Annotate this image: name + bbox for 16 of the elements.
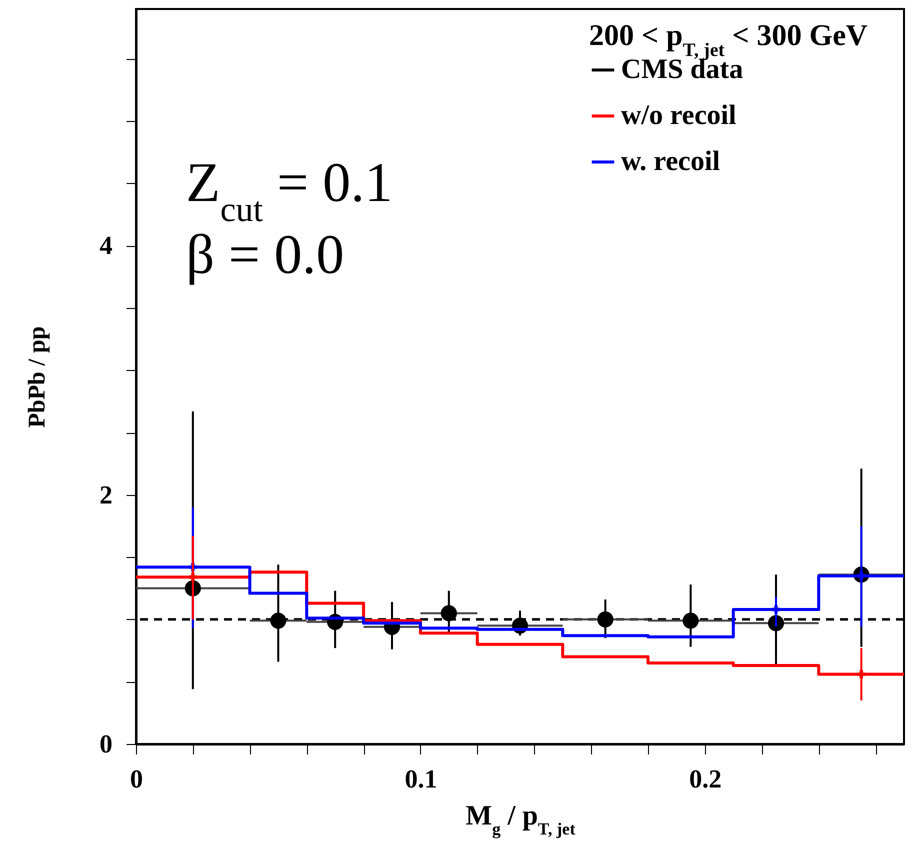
point [597, 611, 614, 628]
x-tick-label: 0.1 [404, 764, 438, 794]
legend-label: w. recoil [621, 146, 720, 177]
x-tick-label: 0.2 [689, 764, 722, 794]
point [270, 612, 286, 629]
x-tick-label: 0 [130, 764, 143, 794]
point [857, 670, 866, 678]
legend-label: w/o recoil [621, 100, 737, 131]
y-tick-label: 4 [100, 231, 112, 260]
y-tick-label: 0 [100, 730, 112, 758]
point [440, 605, 457, 622]
point [682, 612, 699, 629]
point [188, 572, 198, 582]
x-axis-title: M$_{g}$ / p$_{T, jet}$ [466, 800, 576, 838]
y-axis-title: PbPb / pp [24, 326, 50, 428]
y-tick-label: 2 [100, 480, 112, 510]
